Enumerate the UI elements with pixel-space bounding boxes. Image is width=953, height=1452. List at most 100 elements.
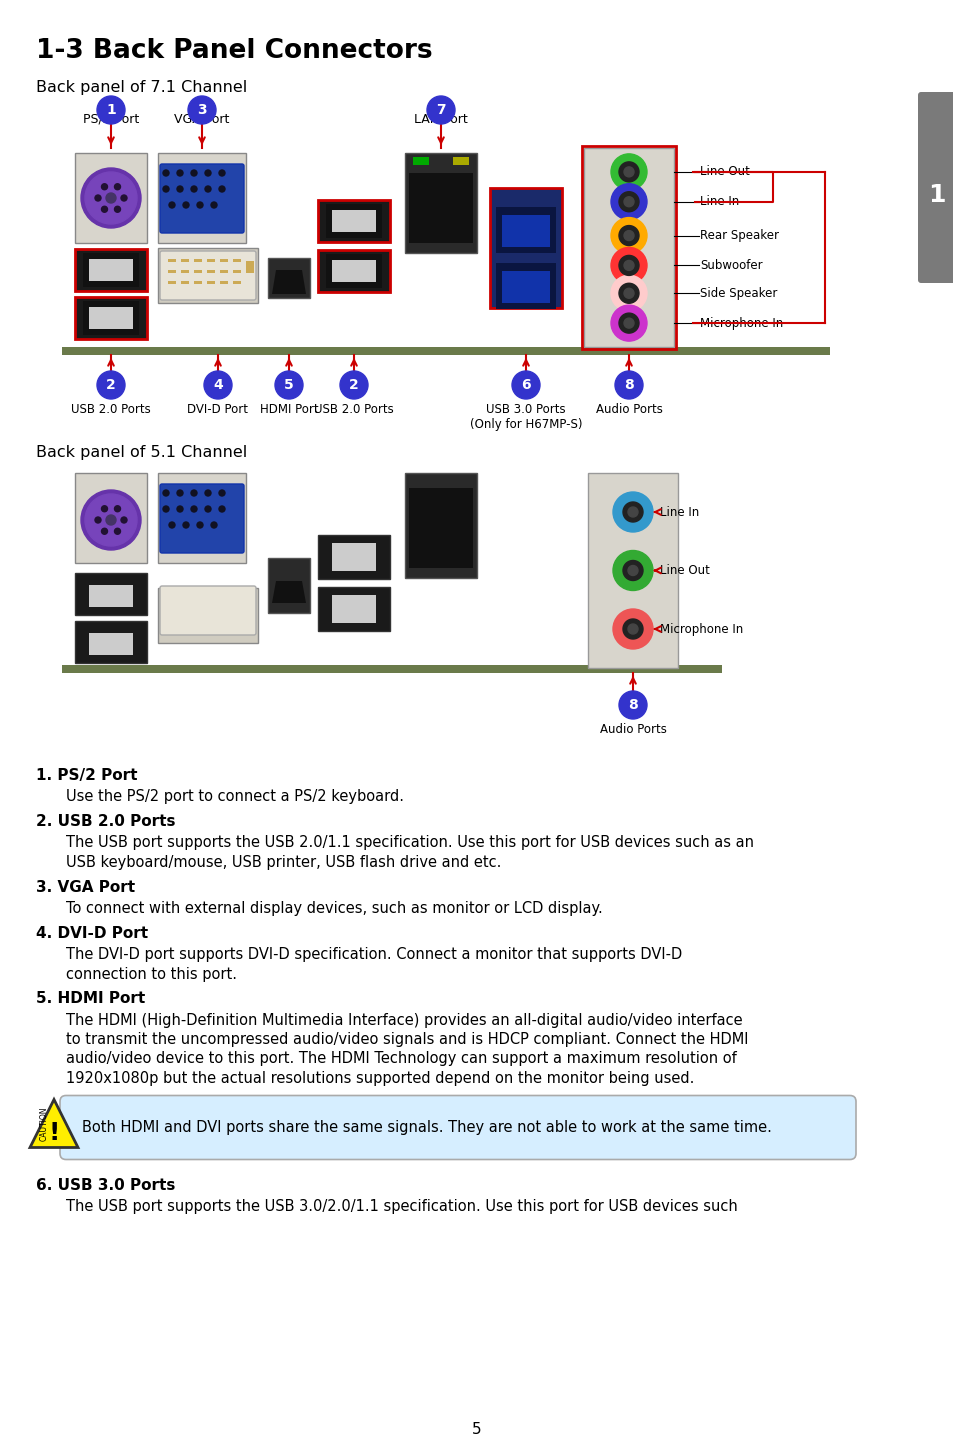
Text: 8: 8 [627, 698, 638, 711]
Circle shape [101, 529, 108, 534]
Circle shape [613, 492, 652, 531]
Bar [158, 248, 257, 303]
Bar [75, 621, 147, 664]
Text: The DVI-D port supports DVI-D specification. Connect a monitor that supports DVI: The DVI-D port supports DVI-D specificat… [66, 947, 681, 963]
Circle shape [613, 608, 652, 649]
FancyBboxPatch shape [160, 164, 244, 232]
Polygon shape [272, 270, 306, 293]
Bar [453, 157, 469, 166]
Circle shape [81, 489, 141, 550]
Circle shape [622, 619, 642, 639]
Bar [181, 270, 189, 273]
Circle shape [274, 372, 303, 399]
Bar [233, 258, 241, 261]
Text: USB keyboard/mouse, USB printer, USB flash drive and etc.: USB keyboard/mouse, USB printer, USB fla… [66, 855, 501, 870]
Text: Audio Ports: Audio Ports [595, 404, 661, 417]
Text: USB 2.0 Ports: USB 2.0 Ports [71, 404, 151, 417]
Text: 5: 5 [472, 1423, 481, 1437]
Bar [501, 215, 550, 247]
Circle shape [427, 96, 455, 123]
Text: 1: 1 [106, 103, 115, 118]
Text: 2: 2 [106, 378, 115, 392]
Circle shape [85, 494, 137, 546]
Text: The USB port supports the USB 3.0/2.0/1.1 specification. Use this port for USB d: The USB port supports the USB 3.0/2.0/1.… [66, 1199, 737, 1214]
Text: Rear Speaker: Rear Speaker [700, 229, 779, 242]
Bar [405, 473, 476, 578]
Bar [220, 270, 228, 273]
Circle shape [121, 195, 127, 200]
Text: 3. VGA Port: 3. VGA Port [36, 880, 135, 894]
Circle shape [623, 231, 634, 241]
Circle shape [623, 318, 634, 328]
Bar [89, 585, 132, 607]
Circle shape [163, 170, 169, 176]
Circle shape [610, 218, 646, 254]
Circle shape [211, 202, 216, 208]
Bar [317, 534, 390, 579]
Text: The HDMI (High-Definition Multimedia Interface) provides an all-digital audio/vi: The HDMI (High-Definition Multimedia Int… [66, 1012, 741, 1028]
FancyBboxPatch shape [917, 91, 953, 283]
Circle shape [95, 195, 101, 200]
Circle shape [191, 489, 196, 497]
Bar [207, 270, 214, 273]
Bar [317, 250, 390, 292]
Circle shape [191, 505, 196, 513]
Text: Use the PS/2 port to connect a PS/2 keyboard.: Use the PS/2 port to connect a PS/2 keyb… [66, 790, 403, 804]
Circle shape [205, 489, 211, 497]
Text: The USB port supports the USB 2.0/1.1 specification. Use this port for USB devic: The USB port supports the USB 2.0/1.1 sp… [66, 835, 753, 851]
Circle shape [623, 196, 634, 206]
Circle shape [196, 523, 203, 529]
Circle shape [101, 206, 108, 212]
Circle shape [219, 186, 225, 192]
Circle shape [188, 96, 215, 123]
Bar [181, 258, 189, 261]
Text: HDMI Port: HDMI Port [259, 404, 318, 417]
Bar [220, 282, 228, 285]
Text: 1-3 Back Panel Connectors: 1-3 Back Panel Connectors [36, 38, 432, 64]
Circle shape [163, 186, 169, 192]
Circle shape [610, 305, 646, 341]
FancyBboxPatch shape [160, 484, 244, 553]
Bar [326, 254, 381, 287]
Bar [268, 558, 310, 613]
Circle shape [618, 225, 639, 245]
Text: Line In: Line In [659, 505, 699, 518]
Bar [83, 301, 139, 335]
Bar [220, 258, 228, 261]
Circle shape [191, 170, 196, 176]
Circle shape [101, 184, 108, 190]
Bar [317, 200, 390, 242]
Bar [496, 263, 556, 309]
FancyBboxPatch shape [160, 251, 255, 301]
Circle shape [196, 202, 203, 208]
Bar [326, 203, 381, 238]
Circle shape [95, 517, 101, 523]
Bar [332, 595, 375, 623]
Circle shape [204, 372, 232, 399]
Text: Line Out: Line Out [659, 563, 709, 576]
Text: 6. USB 3.0 Ports: 6. USB 3.0 Ports [36, 1178, 175, 1192]
Text: Side Speaker: Side Speaker [700, 287, 777, 299]
Circle shape [114, 206, 120, 212]
Circle shape [623, 260, 634, 270]
Circle shape [219, 505, 225, 513]
Bar [75, 574, 147, 616]
Text: Microphone In: Microphone In [700, 317, 782, 330]
Text: 1. PS/2 Port: 1. PS/2 Port [36, 768, 137, 783]
Circle shape [610, 184, 646, 219]
Circle shape [627, 507, 638, 517]
Bar [409, 488, 473, 568]
Circle shape [622, 560, 642, 581]
Bar [75, 298, 147, 338]
Circle shape [163, 505, 169, 513]
Circle shape [177, 170, 183, 176]
Bar [583, 148, 673, 347]
Text: To connect with external display devices, such as monitor or LCD display.: To connect with external display devices… [66, 902, 602, 916]
Circle shape [615, 372, 642, 399]
Circle shape [177, 186, 183, 192]
Circle shape [205, 505, 211, 513]
Circle shape [169, 202, 174, 208]
Text: 1920x1080p but the actual resolutions supported depend on the monitor being used: 1920x1080p but the actual resolutions su… [66, 1072, 694, 1086]
Bar [587, 473, 678, 668]
Bar [89, 258, 132, 282]
